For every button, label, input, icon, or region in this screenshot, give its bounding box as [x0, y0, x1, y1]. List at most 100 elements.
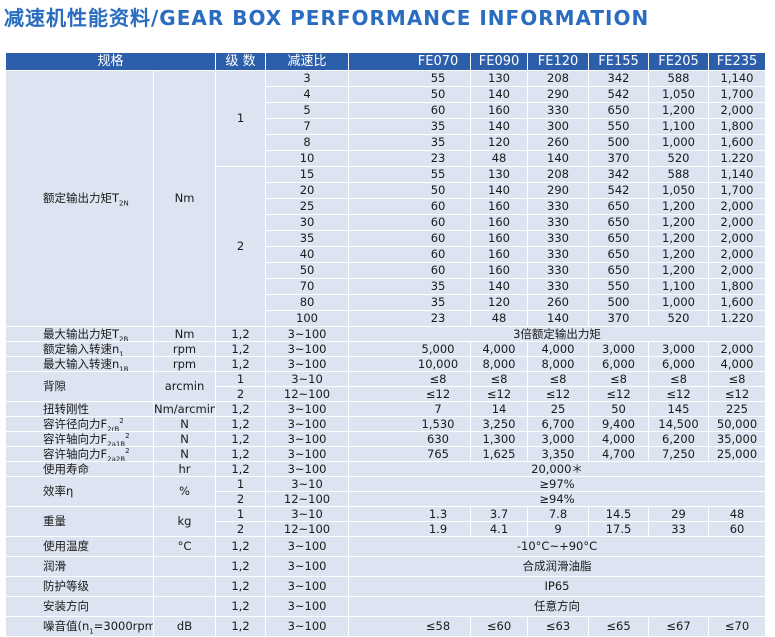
ratio-cell: 3~10	[265, 371, 350, 387]
label-text: 额定输出力矩T	[43, 191, 120, 205]
value-cell: 160	[470, 198, 529, 215]
label-text: 容许轴向力F	[43, 446, 108, 461]
stage-cell: 1,2	[215, 341, 267, 357]
value-cell: 208	[527, 70, 590, 87]
label-text: 使用温度	[43, 539, 89, 553]
page-title: 减速机性能资料/GEAR BOX PERFORMANCE INFORMATION	[4, 6, 650, 30]
ratio-cell: 20	[265, 182, 350, 199]
value-cell: 2,000	[708, 198, 767, 215]
value-cell: 342	[588, 70, 650, 87]
table-row: 防护等级 1,2 3~100 IP65	[5, 576, 767, 597]
value-cell: 330	[527, 102, 590, 119]
value-cell: 6,000	[648, 356, 710, 372]
table-row: 容许径向力F2rB2 N 1,2 3~100 1,530 3,250 6,700 9,400 1…	[5, 416, 767, 432]
label-text: 使用寿命	[43, 461, 89, 476]
value-cell: 120	[470, 294, 529, 311]
table-body: 规格级 数减速比 FE070 FE090 FE120 FE155 FE205 FE235 额定…	[4, 52, 767, 637]
stage-cell: 1	[215, 506, 267, 522]
label-text: 效率η	[43, 484, 74, 498]
header-cell: FE090	[470, 52, 529, 71]
value-cell: 3.7	[470, 506, 529, 522]
value-cell: 520	[648, 310, 710, 327]
value-cell: 1,050	[648, 182, 710, 199]
value-cell: 55	[348, 166, 472, 183]
value-cell: 500	[588, 294, 650, 311]
value-cell: ≤8	[588, 371, 650, 387]
ratio-cell: 3~100	[265, 556, 350, 577]
value-cell: ≤70	[708, 616, 767, 637]
value-cell: 2,000	[708, 102, 767, 119]
value-cell: 4,000	[527, 341, 590, 357]
row-label: 容许轴向力F2a2B2	[5, 446, 154, 462]
ratio-cell: 3~100	[265, 356, 350, 372]
header-cell: FE070	[348, 52, 472, 71]
value-cell: 60	[708, 521, 767, 537]
value-cell: 7,250	[648, 446, 710, 462]
value-cell: 1,600	[708, 294, 767, 311]
value-cell: 330	[527, 278, 590, 295]
unit-cell: Nm	[152, 70, 217, 327]
value-cell: 2,000	[708, 341, 767, 357]
header-cell: FE155	[588, 52, 650, 71]
row-label: 额定输入转速n1	[5, 341, 154, 357]
label-sup: 2	[125, 431, 130, 440]
value-cell: 1.220	[708, 310, 767, 327]
value-cell: ≤63	[527, 616, 590, 637]
value-cell: 650	[588, 230, 650, 247]
ratio-cell: 7	[265, 118, 350, 135]
header-cell: FE235	[708, 52, 767, 71]
value-cell: 342	[588, 166, 650, 183]
ratio-cell: 30	[265, 214, 350, 231]
value-cell: 25,000	[708, 446, 767, 462]
unit-cell: rpm	[152, 356, 217, 372]
value-cell: 550	[588, 118, 650, 135]
value-cell: 1,100	[648, 278, 710, 295]
unit-cell: Nm/arcmin	[152, 401, 217, 417]
value-cell: 1,140	[708, 166, 767, 183]
ratio-cell: 12~100	[265, 521, 350, 537]
value-cell: ≤8	[470, 371, 529, 387]
table-row: 80 35 120 260 500 1,000 1,600	[6, 294, 767, 311]
value-cell: 140	[470, 86, 529, 103]
unit-cell: kg	[152, 506, 217, 537]
ratio-cell: 3~100	[265, 461, 350, 477]
value-cell: 48	[470, 150, 529, 167]
value-cell: 330	[527, 198, 590, 215]
value-cell: 1,700	[708, 86, 767, 103]
span-cell: -10°C~+90°C	[348, 536, 767, 557]
value-cell: 4,700	[588, 446, 650, 462]
value-cell: 290	[527, 86, 590, 103]
header-cell: 规格	[4, 52, 217, 71]
row-label: 使用温度	[5, 536, 154, 557]
label-sub: 2a2B	[107, 454, 126, 462]
unit-cell: arcmin	[152, 371, 217, 402]
value-cell: 160	[470, 246, 529, 263]
value-cell: 120	[470, 134, 529, 151]
value-cell: 542	[588, 86, 650, 103]
label-sub: 2rB	[107, 424, 120, 432]
label-sub: 1	[119, 349, 124, 357]
value-cell: ≤60	[470, 616, 529, 637]
value-cell: ≤12	[527, 386, 590, 402]
value-cell: 1,800	[708, 278, 767, 295]
value-cell: ≤12	[708, 386, 767, 402]
table-row: 使用温度 °C 1,2 3~100 -10°C~+90°C	[5, 536, 767, 557]
value-cell: 17.5	[588, 521, 650, 537]
value-cell: 2,000	[708, 262, 767, 279]
table-row: 35 60 160 330 650 1,200 2,000	[6, 230, 767, 247]
value-cell: 650	[588, 214, 650, 231]
label-sub: 2B	[119, 334, 129, 342]
table-row: 容许轴向力F2a2B2 N 1,2 3~100 765 1,625 3,350 4,700 7,…	[5, 446, 767, 462]
table-row: 额定输入转速n1 rpm 1,2 3~100 5,000 4,000 4,000 3,000 3…	[5, 341, 767, 357]
table-row: 扭转刚性 Nm/arcmin 1,2 3~100 7 14 25 50 145 225	[5, 401, 767, 417]
value-cell: 588	[648, 70, 710, 87]
value-cell: ≤12	[588, 386, 650, 402]
table-row: 效率η% 1 3~10 ≥97%	[5, 476, 767, 507]
value-cell: 5,000	[348, 341, 472, 357]
span-cell: 任意方向	[348, 596, 767, 617]
value-cell: ≤8	[527, 371, 590, 387]
row-label: 防护等级	[5, 576, 154, 597]
value-cell: 6,000	[588, 356, 650, 372]
unit-cell: dB	[152, 616, 217, 637]
ratio-cell: 3	[265, 70, 350, 87]
